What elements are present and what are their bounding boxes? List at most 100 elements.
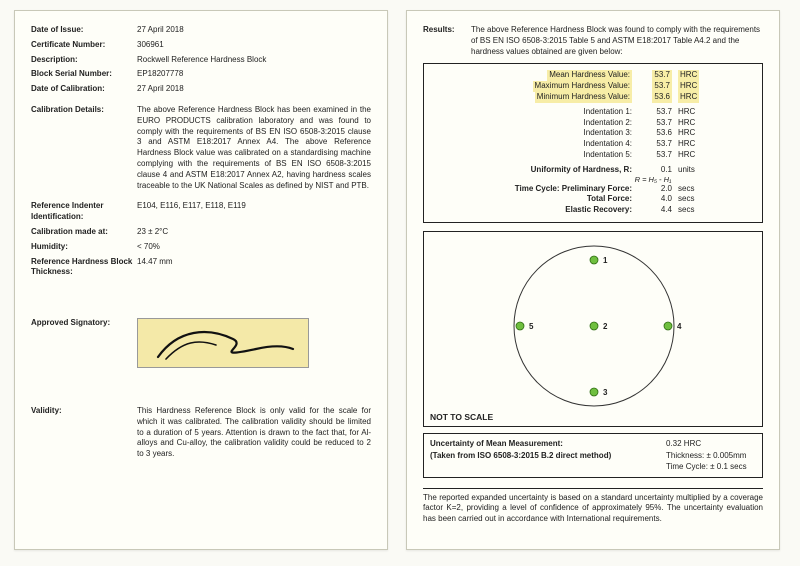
label: Total Force: xyxy=(432,194,638,205)
value: 14.47 mm xyxy=(137,257,371,279)
unit: HRC xyxy=(672,139,718,150)
results-label: Results: xyxy=(423,25,471,57)
value: E104, E116, E117, E118, E119 xyxy=(137,201,371,223)
value: 2.0 xyxy=(638,184,672,195)
signature-container xyxy=(137,318,371,372)
label: Mean Hardness Value: xyxy=(547,70,632,81)
row-elastic: Elastic Recovery:4.4secs xyxy=(432,205,754,216)
label: Validity: xyxy=(31,406,137,460)
row-made-at: Calibration made at: 23 ± 2°C xyxy=(31,227,371,238)
uncertainty-box: Uncertainty of Mean Measurement: 0.32 HR… xyxy=(423,433,763,478)
value: Rockwell Reference Hardness Block xyxy=(137,55,371,66)
value: 23 ± 2°C xyxy=(137,227,371,238)
row-signatory: Approved Signatory: xyxy=(31,318,371,372)
unit: HRC xyxy=(678,81,699,92)
label: Approved Signatory: xyxy=(31,318,137,372)
label: Indentation 5: xyxy=(432,150,638,161)
value: 53.7 xyxy=(652,81,672,92)
row-validity: Validity: This Hardness Reference Block … xyxy=(31,406,371,460)
value: EP18207778 xyxy=(137,69,371,80)
label: Minimum Hardness Value: xyxy=(535,92,632,103)
unit: secs xyxy=(672,184,718,195)
unit: HRC xyxy=(678,92,699,103)
label: Maximum Hardness Value: xyxy=(533,81,632,92)
uncertainty-row-3: Time Cycle: ± 0.1 secs xyxy=(430,461,756,473)
value: 4.0 xyxy=(638,194,672,205)
label: Description: xyxy=(31,55,137,66)
label: Certificate Number: xyxy=(31,40,137,51)
value: 53.6 xyxy=(652,92,672,103)
footnote: The reported expanded uncertainty is bas… xyxy=(423,488,763,524)
row-date-cal: Date of Calibration: 27 April 2018 xyxy=(31,84,371,95)
row-cert-no: Certificate Number: 306961 xyxy=(31,40,371,51)
label: Uniformity of Hardness, R: xyxy=(432,165,638,176)
row-serial: Block Serial Number: EP18207778 xyxy=(31,69,371,80)
svg-text:3: 3 xyxy=(603,388,608,397)
value: 4.4 xyxy=(638,205,672,216)
row-max: Maximum Hardness Value: 53.7 HRC xyxy=(432,81,754,92)
unit: secs xyxy=(672,194,718,205)
svg-text:2: 2 xyxy=(603,322,608,331)
results-text: The above Reference Hardness Block was f… xyxy=(471,25,763,57)
label: Calibration Details: xyxy=(31,105,137,191)
label: Indentation 2: xyxy=(432,118,638,129)
unit: HRC xyxy=(672,118,718,129)
row-i1: Indentation 1:53.7HRC xyxy=(432,107,754,118)
value: 53.7 xyxy=(638,118,672,129)
label: Indentation 1: xyxy=(432,107,638,118)
hardness-values-box: Mean Hardness Value: 53.7 HRC Maximum Ha… xyxy=(423,63,763,223)
row-i4: Indentation 4:53.7HRC xyxy=(432,139,754,150)
row-min: Minimum Hardness Value: 53.6 HRC xyxy=(432,92,754,103)
value: 0.32 HRC xyxy=(666,438,756,450)
svg-text:4: 4 xyxy=(677,322,682,331)
time-cycle: Time Cycle: ± 0.1 secs xyxy=(666,461,756,473)
label: Elastic Recovery: xyxy=(432,205,638,216)
row-uniformity: Uniformity of Hardness, R:0.1units xyxy=(432,165,754,176)
unit: HRC xyxy=(672,150,718,161)
unit: units xyxy=(672,165,718,176)
label: Time Cycle: Preliminary Force: xyxy=(432,184,638,195)
value: 53.7 xyxy=(638,150,672,161)
row-total: Total Force:4.0secs xyxy=(432,194,754,205)
unit: HRC xyxy=(672,128,718,139)
value: 53.6 xyxy=(638,128,672,139)
row-prelim: Time Cycle: Preliminary Force:2.0secs xyxy=(432,184,754,195)
uncertainty-row-2: (Taken from ISO 6508-3:2015 B.2 direct m… xyxy=(430,450,756,462)
value: 53.7 xyxy=(638,139,672,150)
value: This Hardness Reference Block is only va… xyxy=(137,406,371,460)
signature-icon xyxy=(138,319,308,367)
svg-text:1: 1 xyxy=(603,256,608,265)
label: Uncertainty of Mean Measurement: xyxy=(430,438,666,450)
value: 53.7 xyxy=(638,107,672,118)
label: Reference Indenter Identification: xyxy=(31,201,137,223)
row-i2: Indentation 2:53.7HRC xyxy=(432,118,754,129)
label: Date of Calibration: xyxy=(31,84,137,95)
label: Date of Issue: xyxy=(31,25,137,36)
label: Reference Hardness Block Thickness: xyxy=(31,257,137,279)
value: The above Reference Hardness Block has b… xyxy=(137,105,371,191)
value: < 70% xyxy=(137,242,371,253)
row-thickness: Reference Hardness Block Thickness: 14.4… xyxy=(31,257,371,279)
page-right: Results: The above Reference Hardness Bl… xyxy=(406,10,780,550)
label: Block Serial Number: xyxy=(31,69,137,80)
svg-text:5: 5 xyxy=(529,322,534,331)
thickness: Thickness: ± 0.005mm xyxy=(666,450,756,462)
uncertainty-row-1: Uncertainty of Mean Measurement: 0.32 HR… xyxy=(430,438,756,450)
certificate-spread: Date of Issue: 27 April 2018 Certificate… xyxy=(0,0,800,560)
footnote-text: The reported expanded uncertainty is bas… xyxy=(423,493,763,523)
not-to-scale-label: NOT TO SCALE xyxy=(430,412,493,422)
row-i5: Indentation 5:53.7HRC xyxy=(432,150,754,161)
row-date-of-issue: Date of Issue: 27 April 2018 xyxy=(31,25,371,36)
row-humidity: Humidity: < 70% xyxy=(31,242,371,253)
value: 53.7 xyxy=(652,70,672,81)
uniformity-formula: R = H₅ - H₁ xyxy=(552,175,754,184)
label: Indentation 3: xyxy=(432,128,638,139)
unit: HRC xyxy=(672,107,718,118)
value: 0.1 xyxy=(638,165,672,176)
unit: secs xyxy=(672,205,718,216)
value: 27 April 2018 xyxy=(137,25,371,36)
diagram-svg: 1 2 3 4 5 xyxy=(424,232,764,422)
indentation-diagram: 1 2 3 4 5 NOT TO SCALE xyxy=(423,231,763,427)
method-note: (Taken from ISO 6508-3:2015 B.2 direct m… xyxy=(430,450,666,462)
label: Calibration made at: xyxy=(31,227,137,238)
